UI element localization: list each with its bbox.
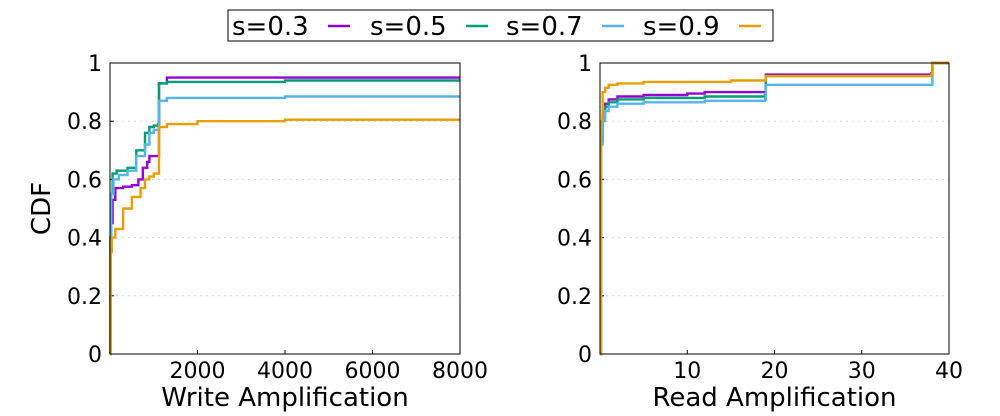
legend-label: s=0.5 (370, 12, 447, 42)
y-tick-label: 0.6 (67, 168, 102, 193)
y-tick-label: 0 (578, 343, 592, 368)
x-tick-label: 4000 (257, 359, 313, 384)
x-tick-label: 20 (761, 359, 789, 384)
plot-frame (599, 62, 950, 355)
read-amplification-plot: 0 0.2 0.4 0.6 0.8 1 10 20 30 40 Read Amplification (557, 52, 963, 413)
y-tick-label: 0.2 (557, 285, 592, 310)
series-line-s=0.7 (599, 61, 949, 356)
x-axis-label: Write Amplification (161, 383, 408, 413)
y-axis-label: CDF (27, 182, 57, 235)
y-tick-label: 0.8 (557, 110, 592, 135)
y-tick-label: 1 (578, 52, 592, 77)
x-tick-label: 2000 (170, 359, 226, 384)
write-amplification-plot: 0 0.2 0.4 0.6 0.8 1 2000 4000 6000 8000 Write Ampl… (27, 52, 488, 413)
plot-frame (109, 62, 461, 355)
y-tick-label: 0.8 (67, 110, 102, 135)
series-line-s=0.3 (599, 61, 949, 356)
x-tick-label: 10 (673, 359, 701, 384)
series-line-s=0.7 (109, 95, 460, 356)
x-tick-label: 30 (848, 359, 876, 384)
series-line-s=0.9 (599, 61, 949, 356)
y-tick-label: 0.4 (557, 227, 592, 252)
y-tick-label: 0 (88, 343, 102, 368)
legend: s=0.3 s=0.5 s=0.7 s=0.9 (227, 9, 774, 42)
x-tick-label: 40 (935, 359, 963, 384)
legend-label: s=0.7 (506, 12, 583, 42)
y-tick-label: 1 (88, 52, 102, 77)
y-tick-label: 0.6 (557, 168, 592, 193)
y-tick-label: 0.4 (67, 227, 102, 252)
legend-frame (227, 9, 774, 42)
series-line-s=0.9 (109, 118, 460, 356)
x-axis-label: Read Amplification (652, 383, 896, 413)
legend-label: s=0.3 (232, 12, 309, 42)
x-tick-label: 8000 (432, 359, 488, 384)
series-line-s=0.5 (599, 61, 949, 356)
y-tick-label: 0.2 (67, 285, 102, 310)
legend-label: s=0.9 (643, 12, 720, 42)
x-tick-label: 6000 (345, 359, 401, 384)
